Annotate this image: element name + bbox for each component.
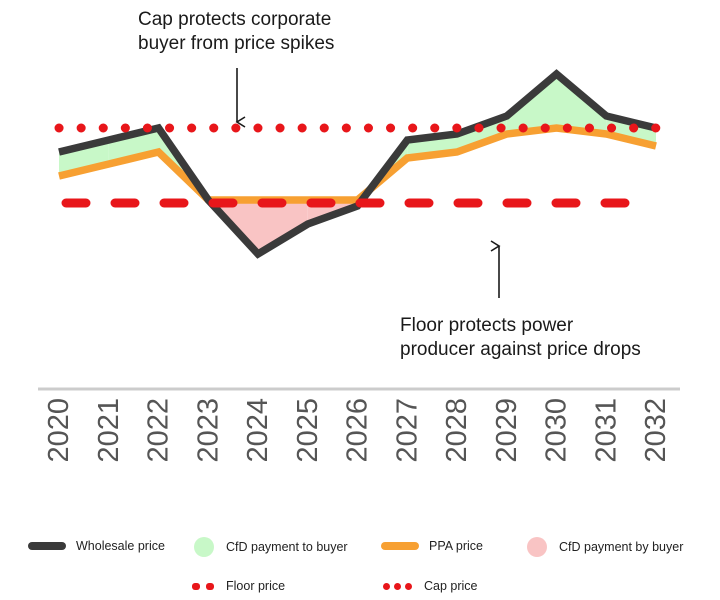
x-tick-label: 2025 bbox=[292, 398, 324, 463]
cfd-to-buyer-area bbox=[457, 116, 507, 152]
legend-floor-swatch bbox=[192, 582, 214, 590]
cap-annotation-line1: Cap protects corporate bbox=[138, 9, 332, 30]
legend-wholesale-label: Wholesale price bbox=[76, 539, 165, 553]
cap-annotation: Cap protects corporate buyer from price … bbox=[138, 8, 334, 56]
x-tick-label: 2027 bbox=[391, 398, 423, 463]
x-tick-label: 2024 bbox=[242, 398, 274, 463]
x-tick-label: 2028 bbox=[441, 398, 473, 463]
x-tick-label: 2021 bbox=[93, 398, 125, 463]
legend-cfd-by-buyer-swatch bbox=[527, 537, 547, 557]
floor-annotation: Floor protects power producer against pr… bbox=[400, 314, 641, 362]
legend-cfd-to-buyer-swatch bbox=[194, 537, 214, 557]
legend-ppa-swatch bbox=[381, 542, 419, 550]
x-tick-label: 2026 bbox=[342, 398, 374, 463]
legend-cfd-by-buyer: CfD payment by buyer bbox=[527, 537, 683, 557]
legend-wholesale-swatch bbox=[28, 542, 66, 550]
legend-cap: Cap price bbox=[383, 579, 478, 593]
legend-floor-label: Floor price bbox=[226, 579, 286, 593]
x-tick-label: 2031 bbox=[590, 398, 622, 463]
legend-floor: Floor price bbox=[192, 579, 285, 593]
legend-ppa-label: PPA price bbox=[429, 539, 483, 553]
legend-cap-swatch bbox=[383, 582, 412, 590]
cfd-by-buyer-area bbox=[258, 200, 308, 254]
x-tick-label: 2020 bbox=[43, 398, 75, 463]
floor-annotation-line2: producer against price drops bbox=[400, 339, 641, 360]
legend-ppa: PPA price bbox=[381, 539, 483, 553]
legend-cfd-to-buyer: CfD payment to buyer bbox=[194, 537, 348, 557]
x-tick-label: 2029 bbox=[491, 398, 523, 463]
cap-annotation-line2: buyer from price spikes bbox=[138, 33, 335, 54]
legend-wholesale: Wholesale price bbox=[28, 539, 165, 553]
x-tick-label: 2032 bbox=[640, 398, 672, 463]
legend-cap-label: Cap price bbox=[424, 579, 478, 593]
x-tick-label: 2022 bbox=[143, 398, 175, 463]
floor-annotation-line1: Floor protects power bbox=[400, 315, 574, 336]
legend-cfd-to-buyer-label: CfD payment to buyer bbox=[226, 540, 348, 554]
legend-cfd-by-buyer-label: CfD payment by buyer bbox=[559, 540, 684, 554]
cfd-to-buyer-area bbox=[59, 140, 109, 176]
x-tick-label: 2030 bbox=[541, 398, 573, 463]
x-tick-label: 2023 bbox=[192, 398, 224, 463]
